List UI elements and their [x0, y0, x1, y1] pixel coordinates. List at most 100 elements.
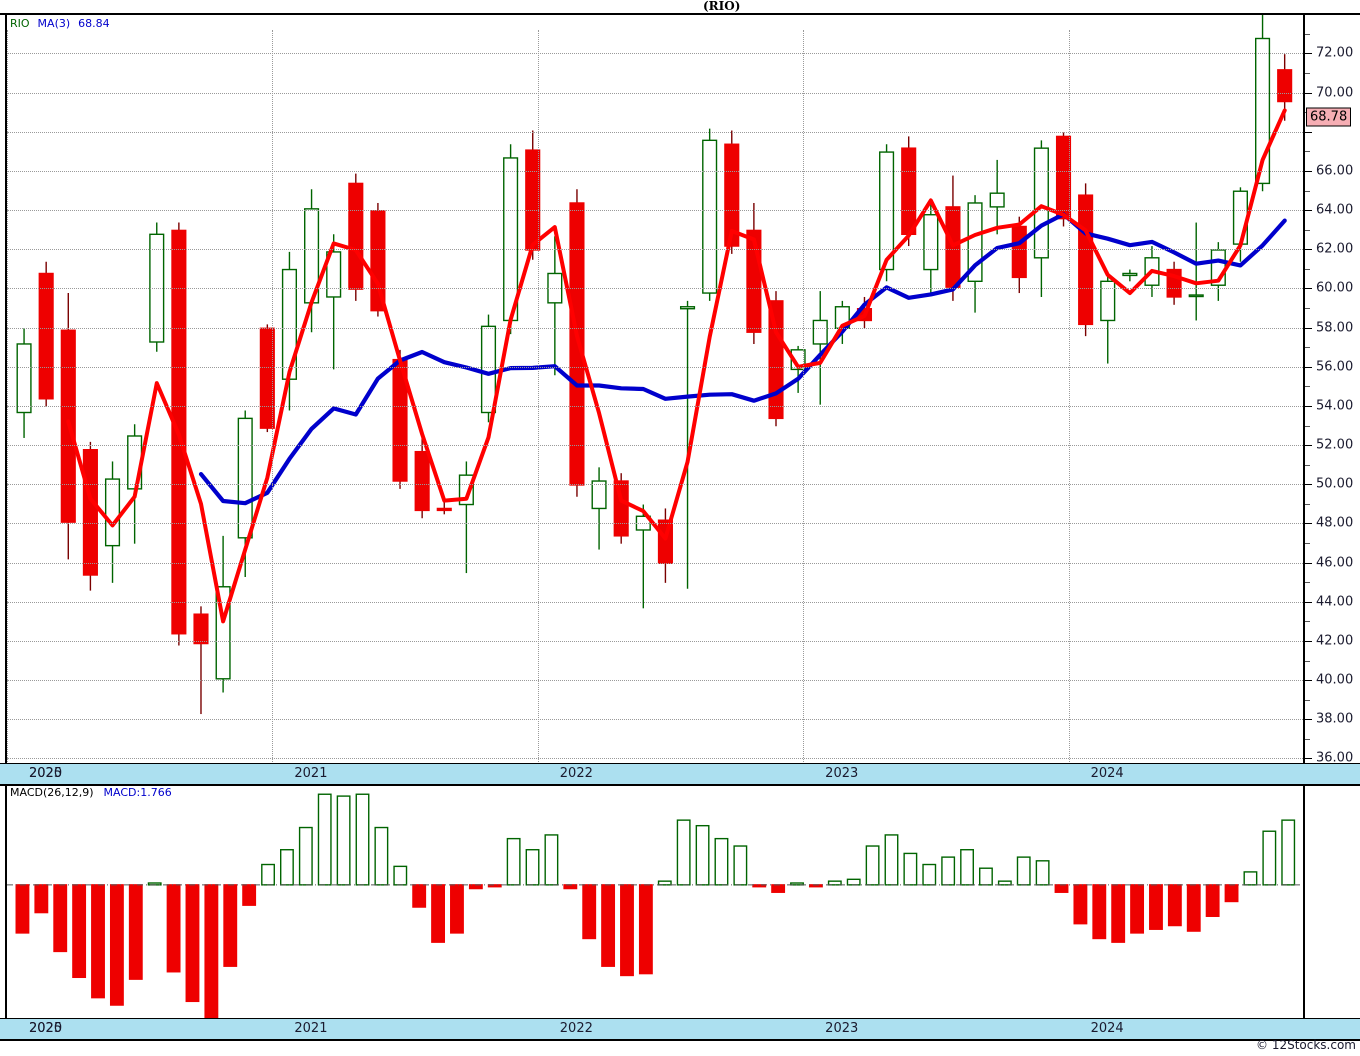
macd-bar [1130, 884, 1145, 934]
macd-bar [412, 884, 427, 908]
price-gridline [7, 327, 1303, 329]
macd-bar [979, 867, 993, 886]
candle-body [569, 202, 585, 486]
macd-panel-left-border [5, 785, 7, 1018]
macd-legend-value: MACD:1.766 [103, 786, 172, 799]
price-tick [1305, 92, 1312, 94]
price-minor-tick [1305, 386, 1310, 388]
candle-body [901, 147, 917, 236]
price-axis-label: 48.00 [1316, 515, 1354, 531]
macd-bar [242, 884, 257, 906]
price-gridline [7, 758, 1303, 760]
price-gridline [7, 53, 1303, 55]
price-tick [1305, 523, 1312, 525]
price-gridline [7, 405, 1303, 407]
candle-body [989, 192, 1005, 208]
macd-legend-label: MACD(26,12,9) [10, 786, 94, 799]
price-gridline [7, 288, 1303, 290]
macd-bar [1224, 884, 1239, 903]
candle-body [1011, 225, 1027, 279]
price-gridline [7, 131, 1303, 133]
macd-bar [1035, 860, 1050, 886]
price-legend: RIO MA(3) 68.84 [10, 17, 110, 30]
date-axis-label: 2022 [559, 766, 593, 781]
last-price-badge: 68.78 [1306, 107, 1352, 127]
date-axis-upper: 2020 2021 2022 2023 2024 2025 [0, 763, 1360, 786]
macd-bar [1111, 884, 1126, 943]
macd-bar [733, 845, 748, 886]
price-minor-tick [1305, 582, 1310, 584]
price-axis-label: 46.00 [1316, 555, 1354, 571]
macd-bar [752, 884, 767, 888]
price-tick [1305, 484, 1312, 486]
macd-bar [638, 884, 653, 975]
macd-bar [355, 793, 370, 886]
macd-bar [336, 795, 351, 886]
macd-bar [298, 826, 313, 886]
price-minor-tick [1305, 503, 1310, 505]
macd-bar [261, 863, 275, 886]
price-minor-tick [1305, 347, 1310, 349]
price-tick [1305, 562, 1312, 564]
price-tick [1305, 719, 1312, 721]
candle-body [1277, 69, 1293, 103]
candle-body [16, 343, 32, 414]
price-chart-panel: RIO MA(3) 68.84 36.00 38.00 40.00 42.00 44.00 4… [0, 15, 1360, 779]
candle-body [104, 478, 121, 547]
macd-bar [884, 834, 899, 886]
macd-bar [280, 849, 294, 886]
macd-bar [997, 880, 1012, 886]
price-tick [1305, 680, 1312, 682]
price-axis-label: 66.00 [1316, 163, 1354, 179]
price-axis-label: 56.00 [1316, 359, 1354, 375]
price-tick [1305, 405, 1312, 407]
price-plot-area[interactable] [7, 15, 1303, 763]
candle-body [679, 306, 696, 310]
ma-short-line [66, 108, 1287, 624]
macd-bar [1167, 884, 1182, 927]
price-minor-tick [1305, 229, 1310, 231]
macd-bar [91, 884, 105, 999]
candle-body [547, 272, 563, 304]
candle-body [436, 507, 452, 512]
price-tick [1305, 210, 1312, 212]
page-title: (RIO) [703, 0, 741, 13]
candle-body [503, 157, 519, 322]
price-gridline [7, 484, 1303, 486]
price-axis-label: 58.00 [1316, 320, 1354, 336]
date-axis-label: 2025 [29, 1021, 63, 1036]
macd-legend: MACD(26,12,9) MACD:1.766 [10, 786, 172, 799]
year-gridline [537, 30, 539, 778]
price-tick [1305, 249, 1312, 251]
macd-bar [166, 884, 181, 973]
date-axis-label: 2021 [294, 766, 328, 781]
year-gridline [803, 30, 805, 778]
macd-bar [1054, 884, 1069, 893]
candle-body [326, 251, 342, 298]
price-tick [1305, 640, 1312, 642]
candlestick-series [16, 15, 1293, 715]
price-axis-label: 42.00 [1316, 633, 1354, 649]
price-axis-label: 72.00 [1316, 45, 1354, 61]
price-tick [1305, 170, 1312, 172]
price-gridline [7, 170, 1303, 172]
date-axis-lower: 2020 2021 2022 2023 2024 2025 [0, 1018, 1360, 1041]
macd-plot-area[interactable] [7, 785, 1303, 1018]
price-tick [1305, 445, 1312, 447]
price-minor-tick [1305, 268, 1310, 270]
macd-bar [1281, 819, 1296, 886]
macd-bar [431, 884, 446, 943]
ma-long-line [198, 212, 1287, 506]
title-bar: (RIO) [0, 0, 1360, 15]
macd-bar [1205, 884, 1220, 917]
price-axis-label: 60.00 [1316, 280, 1354, 296]
year-gridline [7, 30, 8, 778]
macd-bar [1243, 871, 1258, 886]
macd-bar [941, 856, 956, 886]
candle-body [1122, 272, 1138, 277]
macd-bar [450, 884, 464, 934]
price-tick [1305, 53, 1312, 55]
title-divider [0, 13, 1360, 15]
price-gridline [7, 640, 1303, 642]
macd-bar [1073, 884, 1088, 925]
